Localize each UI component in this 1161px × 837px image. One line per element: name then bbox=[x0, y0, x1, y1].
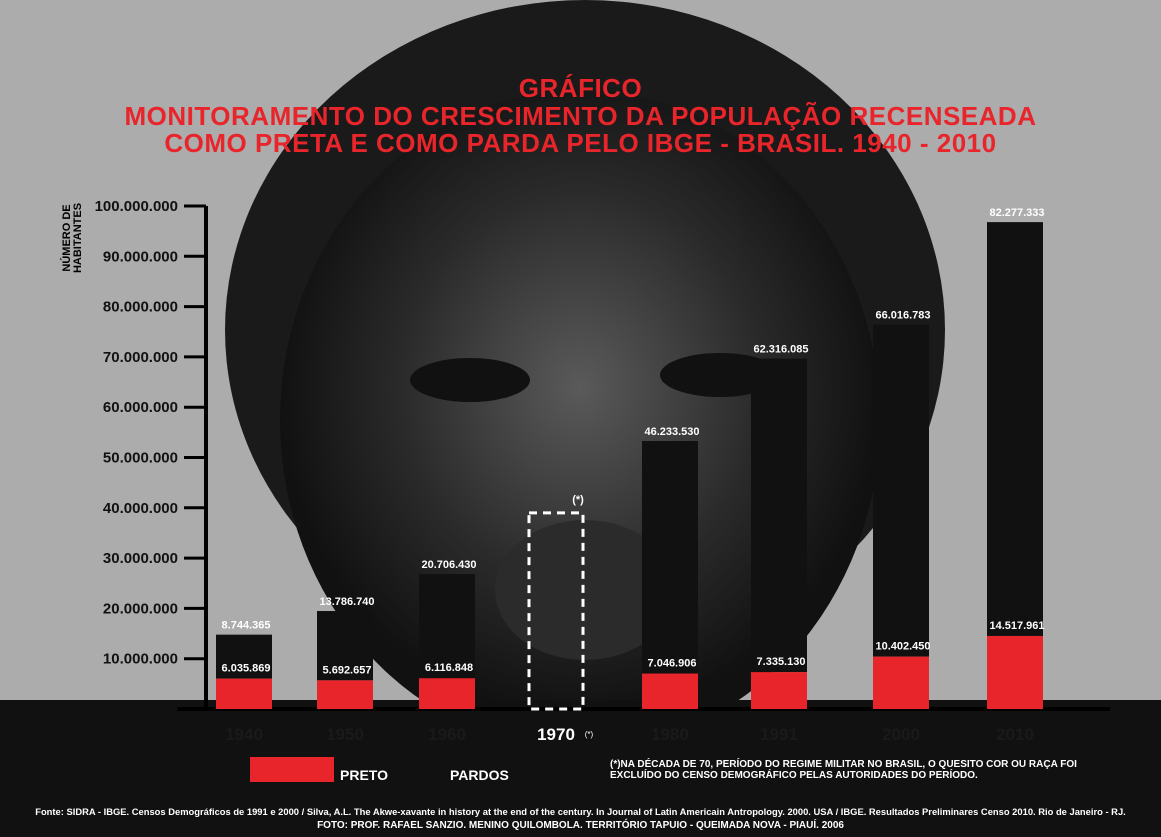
bar-pretos bbox=[751, 672, 807, 709]
y-tick-label: 40.000.000 bbox=[103, 500, 178, 517]
bar-pretos bbox=[642, 673, 698, 709]
y-tick-label: 10.000.000 bbox=[103, 651, 178, 668]
x-tick-label: 2000 bbox=[882, 725, 920, 744]
bar-pardos bbox=[317, 611, 373, 681]
x-tick-note: (*) bbox=[585, 730, 594, 739]
bar-pardos bbox=[419, 574, 475, 679]
data-label-pardos: 62.316.085 bbox=[753, 344, 808, 356]
data-label-pretos: 14.517.961 bbox=[989, 620, 1044, 632]
bar-pardos bbox=[987, 222, 1043, 636]
y-tick-label: 100.000.000 bbox=[95, 198, 178, 215]
bar-pardos bbox=[216, 634, 272, 679]
data-label-pardos: 13.786.740 bbox=[319, 596, 374, 608]
bar-pardos bbox=[873, 324, 929, 657]
x-tick-label: 1950 bbox=[326, 725, 364, 744]
footnote: (*)NA DÉCADA DE 70, PERÍODO DO REGIME MI… bbox=[610, 759, 1077, 781]
x-tick-label: 1960 bbox=[428, 725, 466, 744]
y-tick-label: 0 bbox=[171, 702, 178, 717]
x-tick-label: 1940 bbox=[225, 725, 263, 744]
missing-data-placeholder bbox=[527, 511, 585, 711]
legend-swatch-pardos bbox=[388, 757, 472, 782]
x-tick-label: 1991 bbox=[760, 725, 798, 744]
y-axis-label: NÚMERO DE bbox=[60, 204, 73, 271]
source-citation: Fonte: SIDRA - IBGE. Censos Demográficos… bbox=[35, 806, 1126, 817]
data-label-pretos: 10.402.450 bbox=[875, 641, 930, 653]
legend-label-pretos: PRETOS bbox=[340, 767, 398, 783]
legend-swatch-pretos bbox=[250, 757, 334, 782]
x-tick-label: 2010 bbox=[996, 725, 1034, 744]
photo-credit: FOTO: PROF. RAFAEL SANZIO. MENINO QUILOM… bbox=[317, 820, 844, 831]
data-label-pretos: 7.335.130 bbox=[757, 656, 806, 668]
y-tick-label: 50.000.000 bbox=[103, 450, 178, 467]
bar-pardos bbox=[642, 440, 698, 674]
chart-title-line-2: MONITORAMENTO DO CRESCIMENTO DA POPULAÇÃ… bbox=[124, 101, 1037, 131]
data-label-pardos: 8.744.365 bbox=[222, 620, 271, 632]
chart-title-line-1: GRÁFICO bbox=[518, 73, 643, 103]
bar-pretos bbox=[419, 678, 475, 709]
bar-pretos bbox=[987, 635, 1043, 709]
y-tick-label: 60.000.000 bbox=[103, 399, 178, 416]
data-label-pardos: 46.233.530 bbox=[644, 426, 699, 438]
x-tick-label: 1980 bbox=[651, 725, 689, 744]
bar-pardos bbox=[751, 358, 807, 673]
data-label-pardos: 20.706.430 bbox=[421, 559, 476, 571]
y-tick-label: 70.000.000 bbox=[103, 349, 178, 366]
bar-pretos bbox=[873, 656, 929, 709]
data-label-pretos: 6.035.869 bbox=[222, 663, 271, 675]
y-axis-label: HABITANTES bbox=[72, 203, 84, 273]
data-label-pretos: 5.692.657 bbox=[323, 664, 372, 676]
data-label-pretos: 7.046.906 bbox=[648, 658, 697, 670]
y-tick-label: 20.000.000 bbox=[103, 600, 178, 617]
bar-pretos bbox=[317, 680, 373, 709]
y-tick-label: 30.000.000 bbox=[103, 550, 178, 567]
bar-pretos bbox=[216, 678, 272, 709]
data-label-pretos: 6.116.848 bbox=[425, 662, 473, 674]
x-tick-label: 1970 bbox=[537, 725, 575, 744]
data-label-pardos: 82.277.333 bbox=[989, 207, 1044, 219]
legend-label-pardos: PARDOS bbox=[450, 767, 509, 783]
data-label-pardos: 66.016.783 bbox=[875, 310, 930, 322]
y-tick-label: 90.000.000 bbox=[103, 248, 178, 265]
missing-data-marker: (*) bbox=[572, 494, 584, 506]
chart-title-line-3: COMO PRETA E COMO PARDA PELO IBGE - BRAS… bbox=[164, 128, 997, 158]
y-tick-label: 80.000.000 bbox=[103, 299, 178, 316]
